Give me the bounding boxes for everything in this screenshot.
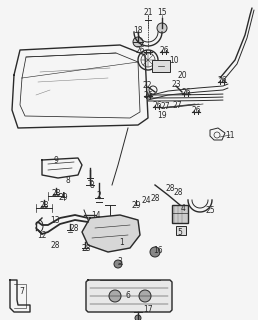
Text: 28: 28: [39, 201, 49, 210]
Text: 26: 26: [135, 45, 145, 54]
Text: 26: 26: [143, 91, 153, 100]
Text: 28: 28: [51, 188, 61, 197]
Text: 10: 10: [169, 55, 179, 65]
Text: 24: 24: [141, 196, 151, 204]
Text: 29: 29: [58, 193, 68, 202]
Bar: [152, 60, 170, 72]
Polygon shape: [86, 280, 172, 312]
Text: 1: 1: [120, 237, 124, 246]
Text: 23: 23: [171, 79, 181, 89]
Text: 20: 20: [177, 70, 187, 79]
Text: 27: 27: [160, 101, 170, 110]
Bar: [172, 205, 188, 223]
Text: 16: 16: [153, 245, 163, 254]
Text: 26: 26: [181, 87, 191, 97]
Circle shape: [150, 247, 160, 257]
Text: 18: 18: [133, 26, 143, 35]
Text: 12: 12: [37, 230, 47, 239]
Text: 5: 5: [178, 228, 182, 236]
Text: 8: 8: [90, 180, 94, 189]
Text: 29: 29: [131, 201, 141, 210]
Circle shape: [139, 290, 151, 302]
Text: 19: 19: [157, 110, 167, 119]
Text: 3: 3: [118, 258, 123, 267]
Circle shape: [114, 260, 122, 268]
Text: 26: 26: [159, 45, 169, 54]
Text: 2: 2: [97, 190, 101, 199]
Circle shape: [157, 23, 167, 33]
Text: 6: 6: [126, 291, 131, 300]
Circle shape: [133, 37, 143, 47]
Text: 26: 26: [191, 106, 201, 115]
Text: 9: 9: [54, 156, 59, 164]
Text: 26: 26: [152, 100, 162, 109]
Text: 14: 14: [91, 211, 101, 220]
Circle shape: [109, 290, 121, 302]
Circle shape: [135, 315, 141, 320]
Text: 13: 13: [50, 215, 60, 225]
Text: 28: 28: [81, 244, 91, 252]
Text: 7: 7: [20, 287, 25, 297]
Bar: [176, 226, 186, 235]
Text: 28: 28: [173, 188, 183, 196]
Text: 8: 8: [66, 175, 70, 185]
Text: 28: 28: [165, 183, 175, 193]
Text: 25: 25: [205, 205, 215, 214]
Text: 11: 11: [225, 131, 235, 140]
Text: 4: 4: [181, 204, 186, 212]
Text: 22: 22: [142, 81, 152, 90]
Text: 27: 27: [172, 100, 182, 109]
Text: 28: 28: [50, 241, 60, 250]
Text: 28: 28: [150, 194, 160, 203]
Text: 17: 17: [143, 306, 153, 315]
Text: 21: 21: [143, 7, 153, 17]
Text: 28: 28: [69, 223, 79, 233]
Text: 15: 15: [157, 7, 167, 17]
Polygon shape: [82, 215, 140, 252]
Text: 26: 26: [217, 76, 227, 84]
